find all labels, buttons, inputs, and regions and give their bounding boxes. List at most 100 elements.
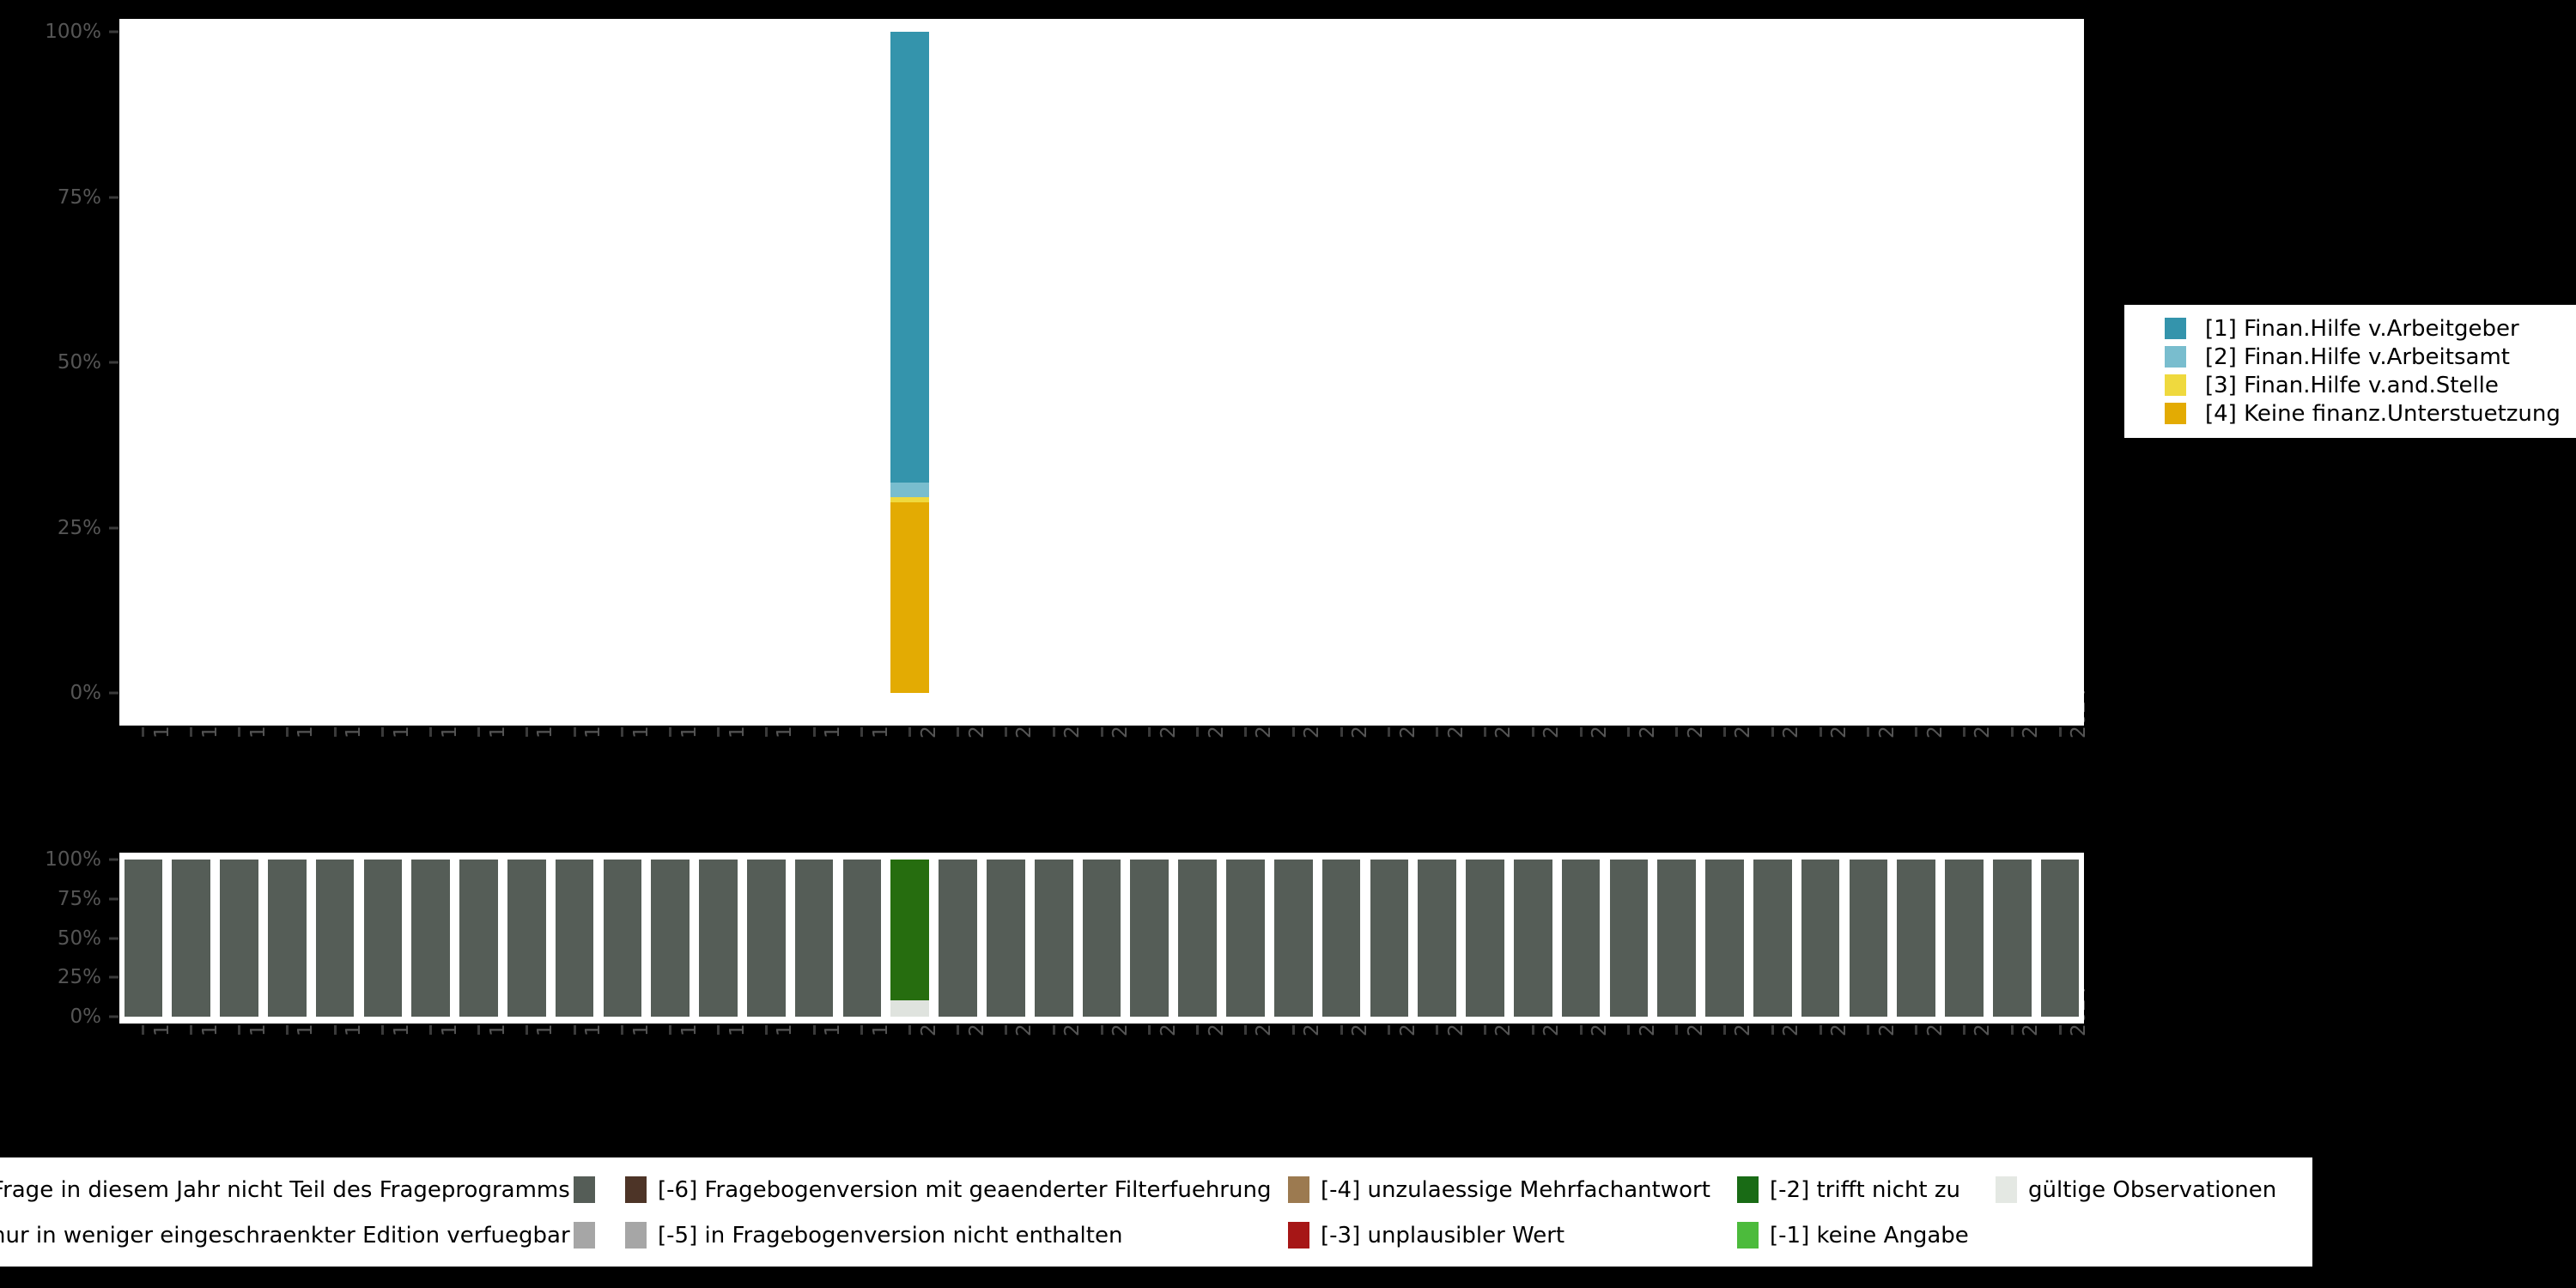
bar-column[interactable] <box>1705 860 1744 1017</box>
flag-legend-item[interactable]: nur in weniger eingeschraenkter Edition … <box>0 1222 595 1249</box>
bar-column[interactable] <box>1273 860 1313 1017</box>
x-tick-mark <box>1867 727 1870 737</box>
y-tick-mark <box>109 1015 118 1018</box>
x-tick-mark <box>1243 1025 1247 1035</box>
x-tick-mark <box>1819 727 1822 737</box>
bar-segment <box>172 860 211 1017</box>
x-tick-mark <box>1148 1025 1151 1035</box>
bar-segment <box>1657 860 1696 1017</box>
bar-column[interactable] <box>1130 860 1170 1017</box>
bar-column[interactable] <box>842 860 882 1017</box>
flag-legend-item[interactable]: [-6] Fragebogenversion mit geaenderter F… <box>625 1176 1271 1203</box>
bar-column[interactable] <box>603 860 642 1017</box>
y-tick-label: 0% <box>70 1005 102 1028</box>
series-legend-item[interactable]: [1] Finan.Hilfe v.Arbeitgeber <box>2165 314 2519 343</box>
top-chart-plot-area[interactable] <box>119 19 2084 726</box>
bar-column[interactable] <box>1849 860 1888 1017</box>
bar-segment <box>890 999 930 1017</box>
series-legend-item[interactable]: [2] Finan.Hilfe v.Arbeitsamt <box>2165 343 2510 371</box>
bar-column[interactable] <box>890 860 930 1017</box>
bar-column[interactable] <box>1513 860 1552 1017</box>
bar-column[interactable] <box>1178 860 1217 1017</box>
y-tick-label: 0% <box>70 682 102 704</box>
bar-column[interactable] <box>172 860 211 1017</box>
bar-column[interactable] <box>507 860 546 1017</box>
bar-column[interactable] <box>220 860 258 1017</box>
y-tick-mark <box>109 937 118 939</box>
bar-column[interactable] <box>1321 860 1361 1017</box>
series-legend-item[interactable]: [3] Finan.Hilfe v.and.Stelle <box>2165 371 2499 399</box>
y-tick-mark <box>109 975 118 979</box>
bar-segment <box>1705 860 1744 1017</box>
bar-column[interactable] <box>699 860 738 1017</box>
bar-column[interactable] <box>124 860 163 1017</box>
bar-column[interactable] <box>1992 860 2032 1017</box>
flag-legend-item[interactable]: [-3] unplausibler Wert <box>1288 1222 1564 1249</box>
x-tick-mark <box>860 727 864 737</box>
top-chart-bars <box>119 19 2084 726</box>
bar-column[interactable] <box>1657 860 1696 1017</box>
flag-legend-swatch <box>1288 1176 1309 1203</box>
bar-column[interactable] <box>2040 860 2080 1017</box>
bar-segment <box>1466 860 1504 1017</box>
bar-segment <box>363 860 403 1017</box>
flag-legend-item[interactable]: gültige Observationen <box>1996 1176 2276 1203</box>
y-tick-mark <box>109 30 118 33</box>
bar-column[interactable] <box>890 32 930 693</box>
x-tick-mark <box>812 727 816 737</box>
bar-column[interactable] <box>1897 860 1935 1017</box>
x-tick-mark <box>142 1025 145 1035</box>
x-tick-mark <box>2010 1025 2014 1035</box>
series-legend-label: [4] Keine finanz.Unterstuetzung <box>2205 400 2561 427</box>
bar-segment <box>987 860 1025 1017</box>
x-tick-mark <box>717 727 720 737</box>
flag-legend-item[interactable]: [-4] unzulaessige Mehrfachantwort <box>1288 1176 1710 1203</box>
x-tick-mark <box>1915 1025 1918 1035</box>
bar-column[interactable] <box>1609 860 1649 1017</box>
y-tick-mark <box>109 196 118 198</box>
bar-column[interactable] <box>1801 860 1840 1017</box>
bar-column[interactable] <box>651 860 690 1017</box>
bar-column[interactable] <box>1370 860 1409 1017</box>
x-tick-mark <box>1483 1025 1486 1035</box>
bar-column[interactable] <box>315 860 355 1017</box>
bottom-chart-plot-area[interactable] <box>119 853 2084 1024</box>
bar-column[interactable] <box>1945 860 1984 1017</box>
bar-segment <box>651 860 690 1017</box>
x-tick-mark <box>1627 727 1631 737</box>
bar-column[interactable] <box>1561 860 1601 1017</box>
flag-legend[interactable]: Frage in diesem Jahr nicht Teil des Frag… <box>0 1157 2312 1267</box>
flag-legend-item[interactable]: [-5] in Fragebogenversion nicht enthalte… <box>625 1222 1122 1249</box>
bar-column[interactable] <box>987 860 1025 1017</box>
bar-column[interactable] <box>1753 860 1792 1017</box>
flag-legend-label: nur in weniger eingeschraenkter Edition … <box>0 1222 570 1249</box>
series-legend-item[interactable]: [4] Keine finanz.Unterstuetzung <box>2165 399 2561 428</box>
x-tick-mark <box>573 1025 576 1035</box>
x-tick-mark <box>285 727 289 737</box>
flag-legend-item[interactable]: [-2] trifft nicht zu <box>1737 1176 1960 1203</box>
x-tick-mark <box>1340 727 1343 737</box>
bar-column[interactable] <box>1466 860 1504 1017</box>
bar-column[interactable] <box>555 860 594 1017</box>
bar-column[interactable] <box>363 860 403 1017</box>
x-tick-mark <box>1196 727 1200 737</box>
x-tick-mark <box>1962 1025 1965 1035</box>
x-tick-mark <box>1436 727 1439 737</box>
bar-column[interactable] <box>267 860 307 1017</box>
series-legend[interactable]: [1] Finan.Hilfe v.Arbeitgeber [2] Finan.H… <box>2124 305 2576 438</box>
flag-legend-swatch <box>1996 1176 2017 1203</box>
bar-column[interactable] <box>747 860 786 1017</box>
flag-legend-item[interactable]: [-1] keine Angabe <box>1737 1222 1969 1249</box>
bar-column[interactable] <box>794 860 834 1017</box>
bar-column[interactable] <box>1034 860 1073 1017</box>
bar-column[interactable] <box>1226 860 1265 1017</box>
bar-column[interactable] <box>1082 860 1121 1017</box>
bar-segment <box>1849 860 1888 1017</box>
flag-legend-item[interactable]: Frage in diesem Jahr nicht Teil des Frag… <box>0 1176 595 1203</box>
x-tick-mark <box>860 1025 864 1035</box>
bar-column[interactable] <box>1418 860 1456 1017</box>
bar-column[interactable] <box>459 860 498 1017</box>
bar-column[interactable] <box>411 860 451 1017</box>
bar-column[interactable] <box>939 860 977 1017</box>
x-tick-mark <box>2058 1025 2062 1035</box>
